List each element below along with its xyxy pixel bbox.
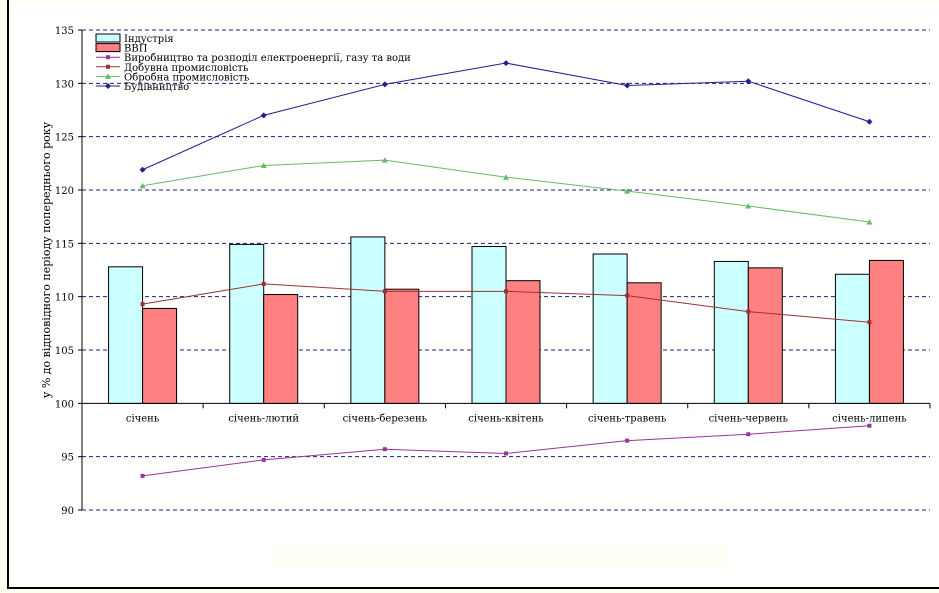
legend-label: ВВП: [124, 44, 148, 55]
legend-swatch: [95, 43, 121, 53]
legend-label: Добувна промисловість: [124, 63, 249, 74]
line-point: [106, 55, 110, 60]
bar: [263, 294, 299, 404]
line-point: [260, 162, 267, 168]
y-tick-label: 135: [55, 26, 74, 37]
bar: [108, 266, 144, 404]
line-point: [745, 78, 752, 85]
y-tick-label: 130: [55, 79, 74, 90]
line-point: [140, 302, 145, 307]
line-point: [746, 432, 751, 437]
line-point: [382, 289, 387, 294]
line-point: [624, 82, 631, 89]
x-category-label: січень-травень: [588, 413, 667, 424]
line-point: [745, 203, 752, 209]
line-point: [867, 320, 872, 325]
legend-label: Виробництво та розподіл електроенергії, …: [124, 53, 411, 64]
line-point: [624, 188, 631, 194]
line-point: [503, 60, 509, 67]
bar: [592, 253, 628, 404]
x-category-label: січень: [126, 413, 160, 424]
bar: [834, 273, 870, 404]
line-point: [105, 73, 111, 79]
bar: [626, 282, 662, 404]
legend-label: Індустрія: [124, 34, 174, 45]
bar: [505, 280, 541, 404]
line-point: [504, 289, 508, 294]
bar: [350, 236, 386, 404]
x-category-label: січень-червень: [709, 413, 789, 424]
line-point: [382, 447, 387, 452]
line-point: [625, 438, 630, 443]
y-tick-label: 125: [55, 133, 74, 144]
line-point: [139, 182, 146, 189]
bar: [471, 246, 507, 404]
x-category-label: січень-липень: [832, 413, 907, 424]
bar: [747, 267, 783, 404]
line-point: [105, 83, 111, 89]
blank-caption-area: [275, 543, 732, 569]
line-point: [260, 112, 267, 119]
line-point: [381, 81, 388, 88]
y-tick-label: 100: [55, 399, 74, 410]
line-point: [746, 309, 751, 314]
line-point: [261, 457, 266, 462]
line-point: [504, 451, 508, 456]
x-category-label: січень-квітень: [468, 413, 544, 424]
line-point: [867, 423, 872, 428]
line-point: [503, 174, 509, 180]
y-tick-label: 95: [61, 453, 74, 464]
line-point: [139, 166, 146, 173]
y-tick-label: 115: [55, 239, 74, 250]
bar: [142, 307, 178, 404]
line-point: [261, 281, 266, 286]
bar: [384, 288, 420, 404]
x-category-label: січень-березень: [343, 413, 428, 424]
y-axis-title: у % до відповідного періоду попереднього…: [40, 121, 53, 398]
bar: [229, 243, 265, 404]
legend-swatch: [95, 33, 121, 43]
line-point: [381, 157, 388, 163]
line-point: [140, 473, 145, 478]
y-tick-label: 90: [61, 506, 74, 517]
line-point: [625, 293, 630, 298]
line-point: [866, 219, 873, 225]
y-tick-label: 120: [55, 186, 74, 197]
x-category-label: січень-лютий: [228, 413, 299, 424]
legend-label: Будівництво: [124, 82, 189, 93]
line-point: [106, 64, 110, 69]
legend-label: Обробна промисловість: [124, 72, 250, 83]
y-tick-label: 105: [55, 346, 74, 357]
bar: [868, 259, 904, 404]
y-tick-label: 110: [55, 293, 74, 304]
bar: [713, 260, 749, 404]
line-point: [866, 118, 873, 125]
